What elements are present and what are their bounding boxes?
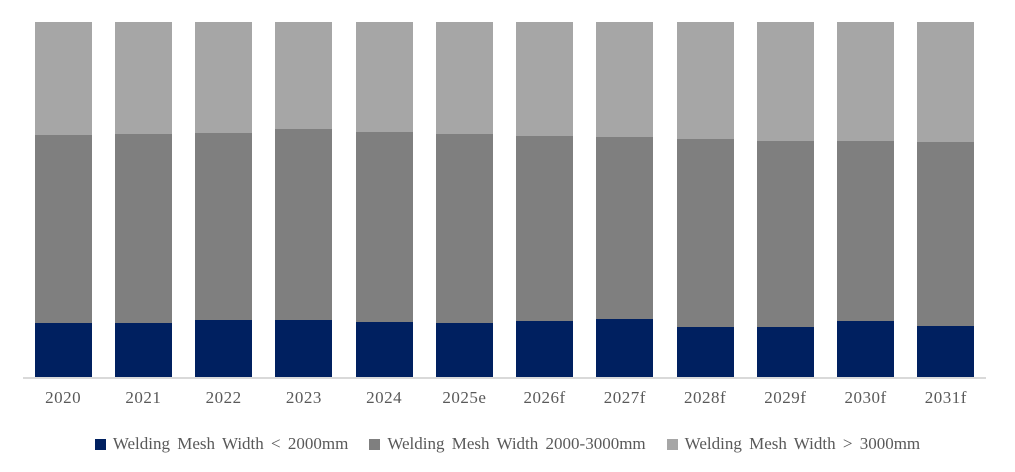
bar-segment-series1-2031f <box>917 325 975 377</box>
bars-group <box>23 22 986 377</box>
stacked-bar-2029f <box>756 22 814 377</box>
bar-column-2028f <box>665 22 745 377</box>
bar-column-2031f <box>906 22 986 377</box>
bar-segment-series3-2021 <box>114 22 172 134</box>
bar-segment-series1-2026f <box>516 320 574 377</box>
stacked-bar-2030f <box>837 22 895 377</box>
bar-column-2025e <box>424 22 504 377</box>
x-tick-label-2022: 2022 <box>205 388 242 407</box>
bar-segment-series2-2026f <box>516 135 574 321</box>
bar-segment-series2-2028f <box>676 138 734 327</box>
bar-segment-series3-2028f <box>676 22 734 139</box>
legend-label: Welding Mesh Width < 2000mm <box>112 434 349 453</box>
bar-segment-series3-2029f <box>756 22 814 141</box>
stacked-bar-2022 <box>195 22 253 377</box>
x-tick-label-2027f: 2027f <box>603 388 646 407</box>
bar-segment-series2-2022 <box>195 133 253 320</box>
bar-segment-series1-2029f <box>756 326 814 377</box>
legend-swatch-icon <box>94 438 106 450</box>
bar-segment-series2-2029f <box>756 140 814 327</box>
bar-column-2023 <box>264 22 344 377</box>
x-tick-label-2020: 2020 <box>45 388 82 407</box>
bar-column-2021 <box>103 22 183 377</box>
bar-column-2026f <box>505 22 585 377</box>
bar-segment-series3-2026f <box>516 22 574 136</box>
bar-segment-series1-2021 <box>114 322 172 377</box>
bar-segment-series2-2027f <box>596 137 654 319</box>
bar-column-2024 <box>344 22 424 377</box>
legend-label: Welding Mesh Width 2000-3000mm <box>387 434 646 453</box>
bar-segment-series1-2027f <box>596 318 654 377</box>
bar-column-2029f <box>745 22 825 377</box>
x-axis-tick-labels: 2020 2021 2022 2023 2024 2025e 2026f 2027f 2028f… <box>23 388 986 408</box>
plot-area <box>23 22 986 379</box>
x-tick-label-2025e: 2025e <box>442 388 487 407</box>
bar-segment-series3-2020 <box>34 22 92 135</box>
bar-segment-series2-2023 <box>275 129 333 320</box>
bar-segment-series1-2024 <box>355 321 413 377</box>
legend-item-series3: Welding Mesh Width > 3000mm <box>666 434 921 454</box>
bar-segment-series1-2020 <box>34 323 92 377</box>
bar-segment-series1-2023 <box>275 319 333 377</box>
legend-swatch-icon <box>666 438 678 450</box>
x-tick-label-2029f: 2029f <box>764 388 807 407</box>
bar-segment-series3-2025e <box>435 22 493 134</box>
stacked-bar-2020 <box>34 22 92 377</box>
x-tick-label-2021: 2021 <box>125 388 162 407</box>
bar-segment-series2-2031f <box>917 142 975 326</box>
bar-segment-series3-2027f <box>596 22 654 138</box>
bar-column-2022 <box>184 22 264 377</box>
bar-segment-series2-2024 <box>355 132 413 322</box>
stacked-bar-2025e <box>435 22 493 377</box>
bar-segment-series1-2025e <box>435 323 493 377</box>
bar-segment-series2-2020 <box>34 134 92 324</box>
legend-item-series1: Welding Mesh Width < 2000mm <box>94 434 349 454</box>
legend-swatch-icon <box>369 438 381 450</box>
x-tick-label-2024: 2024 <box>366 388 403 407</box>
stacked-bar-2024 <box>355 22 413 377</box>
stacked-bar-2021 <box>114 22 172 377</box>
x-tick-label-2028f: 2028f <box>684 388 727 407</box>
chart-legend: Welding Mesh Width < 2000mm Welding Mesh … <box>0 434 1015 454</box>
bar-segment-series3-2022 <box>195 22 253 134</box>
bar-segment-series2-2021 <box>114 133 172 323</box>
bar-segment-series1-2022 <box>195 319 253 377</box>
legend-item-series2: Welding Mesh Width 2000-3000mm <box>369 434 646 454</box>
stacked-bar-2023 <box>275 22 333 377</box>
bar-segment-series2-2030f <box>837 141 895 321</box>
bar-column-2020 <box>23 22 103 377</box>
bar-column-2030f <box>826 22 906 377</box>
stacked-bar-2028f <box>676 22 734 377</box>
legend-label: Welding Mesh Width > 3000mm <box>684 434 921 453</box>
x-tick-label-2026f: 2026f <box>523 388 566 407</box>
bar-segment-series1-2030f <box>837 320 895 377</box>
stacked-bar-2031f <box>917 22 975 377</box>
x-tick-label-2023: 2023 <box>285 388 322 407</box>
stacked-bar-2027f <box>596 22 654 377</box>
bar-segment-series1-2028f <box>676 326 734 377</box>
bar-segment-series3-2024 <box>355 22 413 133</box>
stacked-bar-2026f <box>516 22 574 377</box>
bar-segment-series2-2025e <box>435 133 493 324</box>
bar-segment-series3-2030f <box>837 22 895 142</box>
bar-column-2027f <box>585 22 665 377</box>
bar-segment-series3-2023 <box>275 22 333 130</box>
x-tick-label-2030f: 2030f <box>844 388 887 407</box>
bar-segment-series3-2031f <box>917 22 975 143</box>
x-tick-label-2031f: 2031f <box>924 388 967 407</box>
